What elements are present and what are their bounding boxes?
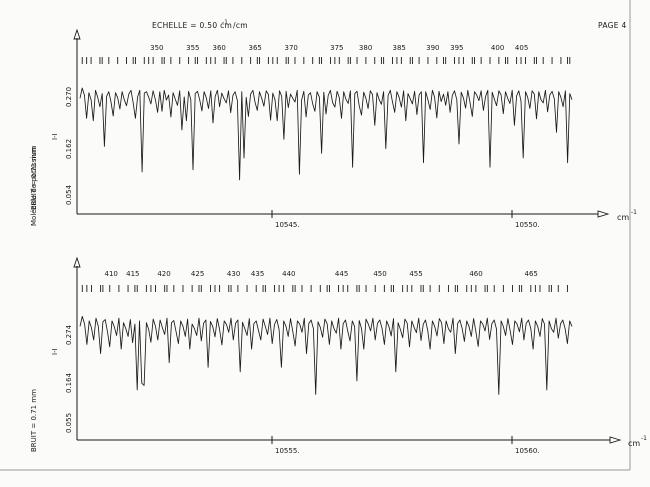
top-x-unit-exponent: -1	[631, 209, 637, 216]
bottom-x-unit-exponent: -1	[641, 435, 647, 442]
top-x-unit: cm	[617, 213, 629, 222]
bottom-line-annotation-9: 455	[409, 270, 422, 278]
bottom-x-tick-label-1: 10560.	[515, 447, 540, 455]
top-line-annotation-4: 370	[285, 44, 298, 52]
top-y-axis-label: I-I	[51, 133, 59, 140]
bottom-line-annotation-3: 425	[191, 270, 204, 278]
bottom-line-annotation-2: 420	[157, 270, 170, 278]
bottom-y-arrow-icon	[73, 256, 81, 268]
top-noise-label: BRUIT = 0.71 mm	[30, 147, 38, 210]
bottom-x-tick-label-0: 10555.	[275, 447, 300, 455]
bottom-spectrum-trace	[79, 315, 573, 395]
bottom-y-axis-label: I-I	[51, 348, 59, 355]
top-x-tick-label-1: 10550.	[515, 221, 540, 229]
top-line-annotation-1: 355	[186, 44, 199, 52]
bottom-line-annotation-0: 410	[105, 270, 118, 278]
top-y-arrow-icon	[73, 28, 81, 40]
bottom-y-tick-label-2: 0.274	[65, 324, 73, 345]
top-line-annotation-9: 395	[450, 44, 463, 52]
scale-exponent: -1	[222, 19, 228, 26]
bottom-noise-label: BRUIT = 0.71 mm	[30, 389, 38, 452]
bottom-y-tick-label-1: 0.164	[65, 372, 73, 393]
top-x-arrow-icon	[597, 210, 610, 218]
top-line-annotation-3: 365	[249, 44, 262, 52]
top-line-annotation-10: 400	[491, 44, 504, 52]
bottom-line-annotation-8: 450	[373, 270, 386, 278]
bottom-line-annotation-10: 460	[469, 270, 482, 278]
scale-suffix: /cm	[233, 21, 248, 30]
top-line-annotation-8: 390	[426, 44, 439, 52]
top-x-tick-label-0: 10545.	[275, 221, 300, 229]
top-line-annotation-11: 405	[515, 44, 528, 52]
bottom-spectrum-panel: I-I 0.055 0.164 0.274 cm -1 10555. 10560.…	[51, 256, 647, 455]
scale-label: ECHELLE = 0.50 cm	[152, 21, 232, 30]
page-label: PAGE 4	[598, 21, 627, 30]
top-y-tick-label-2: 0.270	[65, 87, 73, 107]
bottom-x-arrow-icon	[609, 436, 622, 444]
bottom-line-annotation-1: 415	[126, 270, 139, 278]
top-line-annotation-5: 375	[330, 44, 343, 52]
bottom-line-annotation-11: 465	[525, 270, 538, 278]
bottom-line-annotation-7: 445	[335, 270, 348, 278]
top-y-tick-label-1: 0.162	[65, 139, 73, 159]
top-spectrum-trace	[79, 87, 573, 181]
top-y-tick-label-0: 0.054	[65, 184, 73, 205]
top-line-annotation-7: 385	[393, 44, 406, 52]
top-line-annotation-0: 350	[150, 44, 163, 52]
top-line-annotation-2: 360	[213, 44, 226, 52]
bottom-line-annotation-4: 430	[227, 270, 240, 278]
bottom-y-tick-label-0: 0.055	[65, 413, 73, 433]
top-spectrum-panel: I-I 0.054 0.162 0.270 cm -1 10545. 10550.…	[51, 28, 637, 229]
bottom-line-annotation-5: 435	[251, 270, 264, 278]
bottom-x-unit: cm	[628, 439, 640, 448]
molecule-label: Molécule de potassium	[30, 145, 38, 226]
top-line-annotation-6: 380	[359, 44, 372, 52]
bottom-line-annotation-6: 440	[282, 270, 295, 278]
